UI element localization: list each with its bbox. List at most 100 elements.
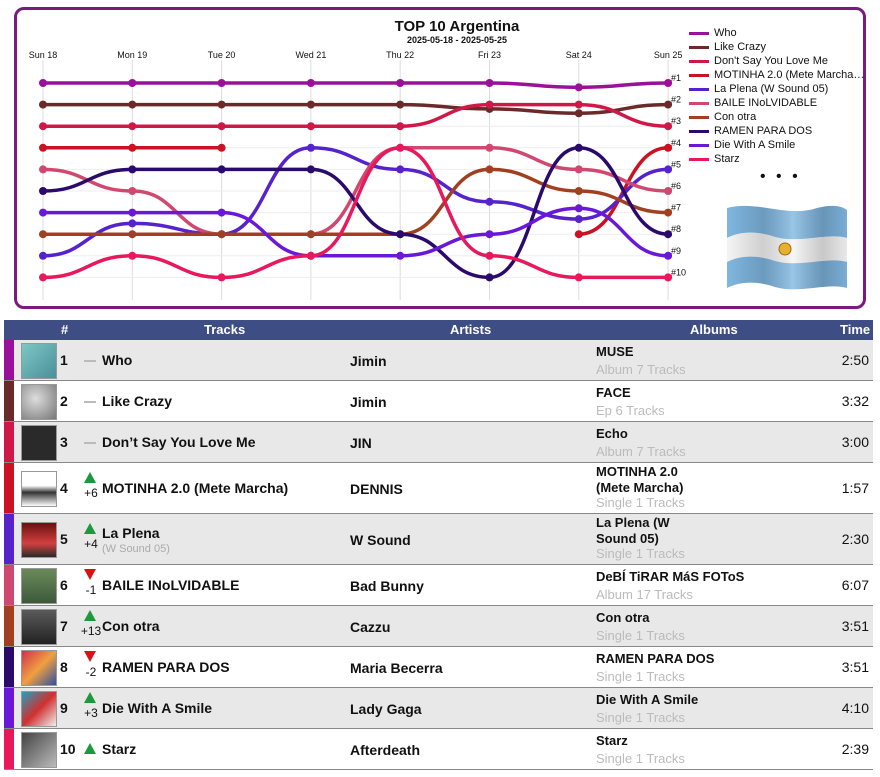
track-duration: 3:51 bbox=[841, 618, 869, 634]
track-title[interactable]: Don’t Say You Love Me bbox=[102, 434, 256, 450]
album-name[interactable]: La Plena (W Sound 05) bbox=[596, 515, 670, 546]
series-point bbox=[217, 143, 226, 152]
legend-item[interactable]: Like Crazy bbox=[689, 41, 766, 53]
album-info: Single 1 Tracks bbox=[596, 628, 685, 643]
table-row[interactable]: 2 Like Crazy Jimin FACE Ep 6 Tracks 3:32 bbox=[4, 381, 873, 422]
artist-name[interactable]: Maria Becerra bbox=[350, 660, 443, 676]
table-row[interactable]: 6 -1 BAILE INoLVIDABLE Bad Bunny DeBÍ TiRAR … bbox=[4, 565, 873, 606]
track-title[interactable]: BAILE INoLVIDABLE bbox=[102, 577, 240, 593]
artist-name[interactable]: W Sound bbox=[350, 532, 411, 548]
album-name[interactable]: Die With A Smile bbox=[596, 692, 699, 707]
row-color-bar bbox=[4, 606, 14, 646]
series-point bbox=[217, 100, 226, 109]
album-cover bbox=[21, 609, 57, 645]
legend-item[interactable]: RAMEN PARA DOS bbox=[689, 125, 812, 137]
artist-name[interactable]: Afterdeath bbox=[350, 742, 421, 758]
table-row[interactable]: 8 -2 RAMEN PARA DOS Maria Becerra RAMEN PARA… bbox=[4, 647, 873, 688]
album-name[interactable]: MUSE bbox=[596, 344, 634, 359]
rank-number: 9 bbox=[60, 700, 68, 716]
track-duration: 3:32 bbox=[841, 393, 869, 409]
series-point bbox=[485, 79, 494, 87]
album-name[interactable]: Starz bbox=[596, 733, 628, 748]
artist-name[interactable]: Bad Bunny bbox=[350, 578, 424, 594]
artist-name[interactable]: Jimin bbox=[350, 394, 387, 410]
track-title[interactable]: Who bbox=[102, 352, 133, 368]
chart-subtitle: 2025-05-18 - 2025-05-25 bbox=[406, 35, 508, 45]
artist-name[interactable]: Cazzu bbox=[350, 619, 391, 635]
x-tick-label: Sat 24 bbox=[566, 50, 592, 60]
legend-item[interactable]: Starz bbox=[689, 153, 740, 165]
artist-name[interactable]: JIN bbox=[350, 435, 372, 451]
album-cover bbox=[21, 568, 57, 604]
table-row[interactable]: 7 +13 Con otra Cazzu Con otra Single 1 Tracks… bbox=[4, 606, 873, 647]
track-duration: 2:30 bbox=[841, 531, 869, 547]
legend-item[interactable]: Don't Say You Love Me bbox=[689, 55, 828, 67]
album-name[interactable]: Echo bbox=[596, 426, 628, 441]
artist-name[interactable]: DENNIS bbox=[350, 481, 403, 497]
album-cover bbox=[21, 425, 57, 461]
series-point bbox=[485, 197, 494, 206]
album-name[interactable]: RAMEN PARA DOS bbox=[596, 651, 715, 666]
y-rank-label: #5 bbox=[671, 159, 681, 169]
header-time[interactable]: Time bbox=[840, 322, 871, 337]
table-row[interactable]: 10 Starz Afterdeath Starz Single 1 Tracks 2:3… bbox=[4, 729, 873, 770]
rank-change: +6 bbox=[84, 486, 98, 500]
y-rank-label: #8 bbox=[671, 224, 681, 234]
series-point bbox=[664, 251, 673, 260]
track-title[interactable]: MOTINHA 2.0 (Mete Marcha) bbox=[102, 480, 289, 496]
header-tracks[interactable]: Tracks bbox=[204, 322, 246, 337]
legend-item[interactable]: MOTINHA 2.0 (Mete Marcha… bbox=[689, 69, 864, 81]
series-point bbox=[396, 79, 405, 87]
track-title[interactable]: Like Crazy bbox=[102, 393, 173, 409]
album-name[interactable]: Con otra bbox=[596, 610, 650, 625]
series-point bbox=[574, 273, 583, 282]
legend-item[interactable]: Die With A Smile bbox=[689, 139, 795, 151]
track-title[interactable]: Die With A Smile bbox=[102, 700, 213, 716]
series-point bbox=[306, 251, 315, 260]
series-point bbox=[664, 187, 673, 195]
track-title[interactable]: RAMEN PARA DOS bbox=[102, 659, 230, 675]
series-line bbox=[41, 167, 670, 236]
legend-swatch bbox=[689, 101, 709, 105]
track-title[interactable]: La Plena bbox=[102, 525, 160, 541]
rank-change: +13 bbox=[80, 624, 102, 638]
table-row[interactable]: 5 +4 La Plena (W Sound 05) W Sound La Plena (… bbox=[4, 514, 873, 565]
rank-change: +4 bbox=[84, 537, 98, 551]
table-row[interactable]: 3 Don’t Say You Love Me JIN Echo Album 7 Tra… bbox=[4, 422, 873, 463]
album-name[interactable]: FACE bbox=[596, 385, 631, 400]
track-duration: 3:00 bbox=[841, 434, 869, 450]
album-info: Album 7 Tracks bbox=[596, 444, 686, 459]
series-line bbox=[41, 146, 670, 258]
artist-name[interactable]: Jimin bbox=[350, 353, 387, 369]
legend-label: Con otra bbox=[714, 111, 757, 123]
x-tick-label: Sun 18 bbox=[29, 50, 58, 60]
row-color-bar bbox=[4, 463, 14, 513]
legend-item[interactable]: BAILE INoLVIDABLE bbox=[689, 97, 817, 109]
table-row[interactable]: 4 +6 MOTINHA 2.0 (Mete Marcha) DENNIS MOTINH… bbox=[4, 463, 873, 514]
header-artists[interactable]: Artists bbox=[450, 322, 492, 337]
table-row[interactable]: 1 Who Jimin MUSE Album 7 Tracks 2:50 bbox=[4, 340, 873, 381]
legend-item[interactable]: Who bbox=[689, 27, 737, 39]
album-cover bbox=[21, 522, 57, 558]
legend-item[interactable]: La Plena (W Sound 05) bbox=[689, 83, 828, 95]
row-color-bar bbox=[4, 422, 14, 462]
artist-name[interactable]: Lady Gaga bbox=[350, 701, 422, 717]
series-point bbox=[485, 251, 494, 260]
series-point bbox=[128, 100, 137, 109]
x-tick-label: Tue 20 bbox=[208, 50, 236, 60]
series-point bbox=[485, 165, 494, 174]
series-point bbox=[574, 165, 583, 174]
series-point bbox=[664, 230, 673, 239]
y-rank-label: #6 bbox=[671, 181, 681, 191]
series-don-t-say-you-love-me bbox=[39, 100, 673, 131]
legend-item[interactable]: Con otra bbox=[689, 111, 756, 123]
header-albums[interactable]: Albums bbox=[690, 322, 738, 337]
album-info: Single 1 Tracks bbox=[596, 751, 685, 766]
track-title[interactable]: Starz bbox=[102, 741, 137, 757]
table-row[interactable]: 9 +3 Die With A Smile Lady Gaga Die With A S… bbox=[4, 688, 873, 729]
series-point bbox=[574, 143, 583, 152]
track-title[interactable]: Con otra bbox=[102, 618, 160, 634]
album-name[interactable]: DeBÍ TiRAR MáS FOToS bbox=[596, 569, 745, 584]
album-info: Ep 6 Tracks bbox=[596, 403, 665, 418]
album-name[interactable]: MOTINHA 2.0 (Mete Marcha) bbox=[596, 464, 684, 495]
